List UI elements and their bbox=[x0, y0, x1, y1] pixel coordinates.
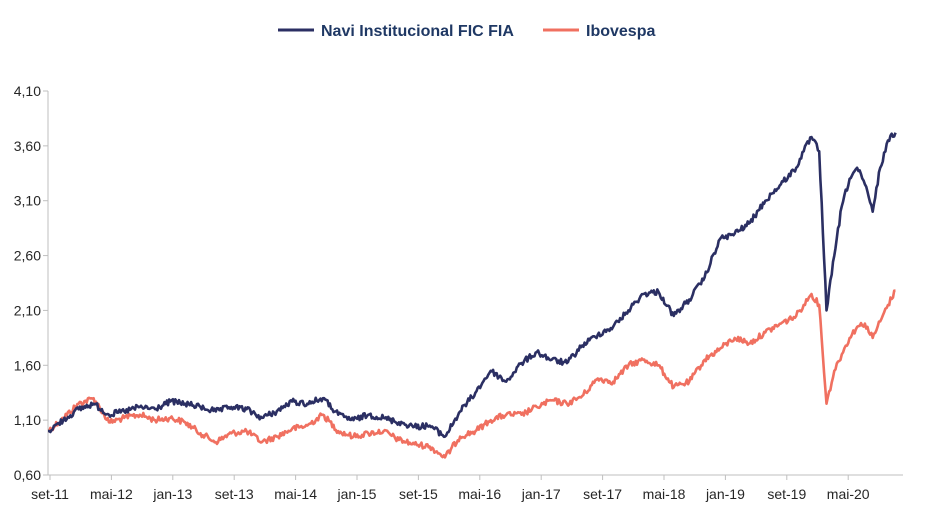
x-tick-label: set-15 bbox=[399, 486, 438, 502]
series-line-1 bbox=[47, 289, 896, 459]
y-tick-label: 1,10 bbox=[14, 412, 41, 428]
x-tick-label: jan-19 bbox=[705, 486, 745, 502]
y-tick-label: 1,60 bbox=[14, 357, 41, 373]
x-tick-label: jan-13 bbox=[152, 486, 192, 502]
x-tick-label: mai-12 bbox=[90, 486, 133, 502]
x-tick-label: mai-16 bbox=[458, 486, 501, 502]
y-tick-label: 3,60 bbox=[14, 138, 41, 154]
y-tick-label: 2,60 bbox=[14, 248, 41, 264]
series-line-0 bbox=[47, 132, 897, 439]
legend-label-1: Ibovespa bbox=[586, 23, 655, 40]
x-tick-label: set-17 bbox=[583, 486, 622, 502]
x-tick-label: mai-14 bbox=[274, 486, 317, 502]
x-tick-label: set-13 bbox=[215, 486, 254, 502]
chart-legend: Navi Institucional FIC FIA Ibovespa bbox=[278, 23, 655, 40]
y-tick-label: 4,10 bbox=[14, 83, 41, 99]
x-tick-label: mai-20 bbox=[827, 486, 870, 502]
x-tick-label: mai-18 bbox=[643, 486, 686, 502]
y-axis: 4,10 3,60 3,10 2,60 2,10 1,60 1,10 0,60 bbox=[14, 83, 49, 483]
y-tick-label: 0,60 bbox=[14, 467, 41, 483]
x-tick-label: jan-17 bbox=[521, 486, 561, 502]
x-tick-label: set-19 bbox=[767, 486, 806, 502]
legend-label-0: Navi Institucional FIC FIA bbox=[321, 23, 514, 40]
x-tick-label: jan-15 bbox=[337, 486, 377, 502]
y-tick-label: 2,10 bbox=[14, 302, 41, 318]
y-tick-label: 3,10 bbox=[14, 193, 41, 209]
series-layer bbox=[47, 132, 897, 459]
x-tick-label: set-11 bbox=[31, 486, 69, 502]
x-axis: set-11 mai-12 jan-13 set-13 mai-14 jan-15 set-… bbox=[31, 474, 903, 502]
